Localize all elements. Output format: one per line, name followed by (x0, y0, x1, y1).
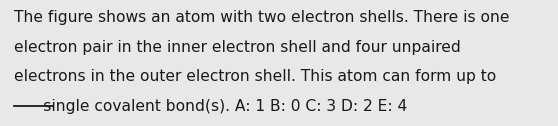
Text: electron pair in the inner electron shell and four unpaired: electron pair in the inner electron shel… (14, 40, 461, 55)
Text: The figure shows an atom with two electron shells. There is one: The figure shows an atom with two electr… (14, 10, 509, 25)
Text: single covalent bond(s). A: 1 B: 0 C: 3 D: 2 E: 4: single covalent bond(s). A: 1 B: 0 C: 3 … (14, 99, 407, 114)
Text: electrons in the outer electron shell. This atom can form up to: electrons in the outer electron shell. T… (14, 69, 496, 84)
